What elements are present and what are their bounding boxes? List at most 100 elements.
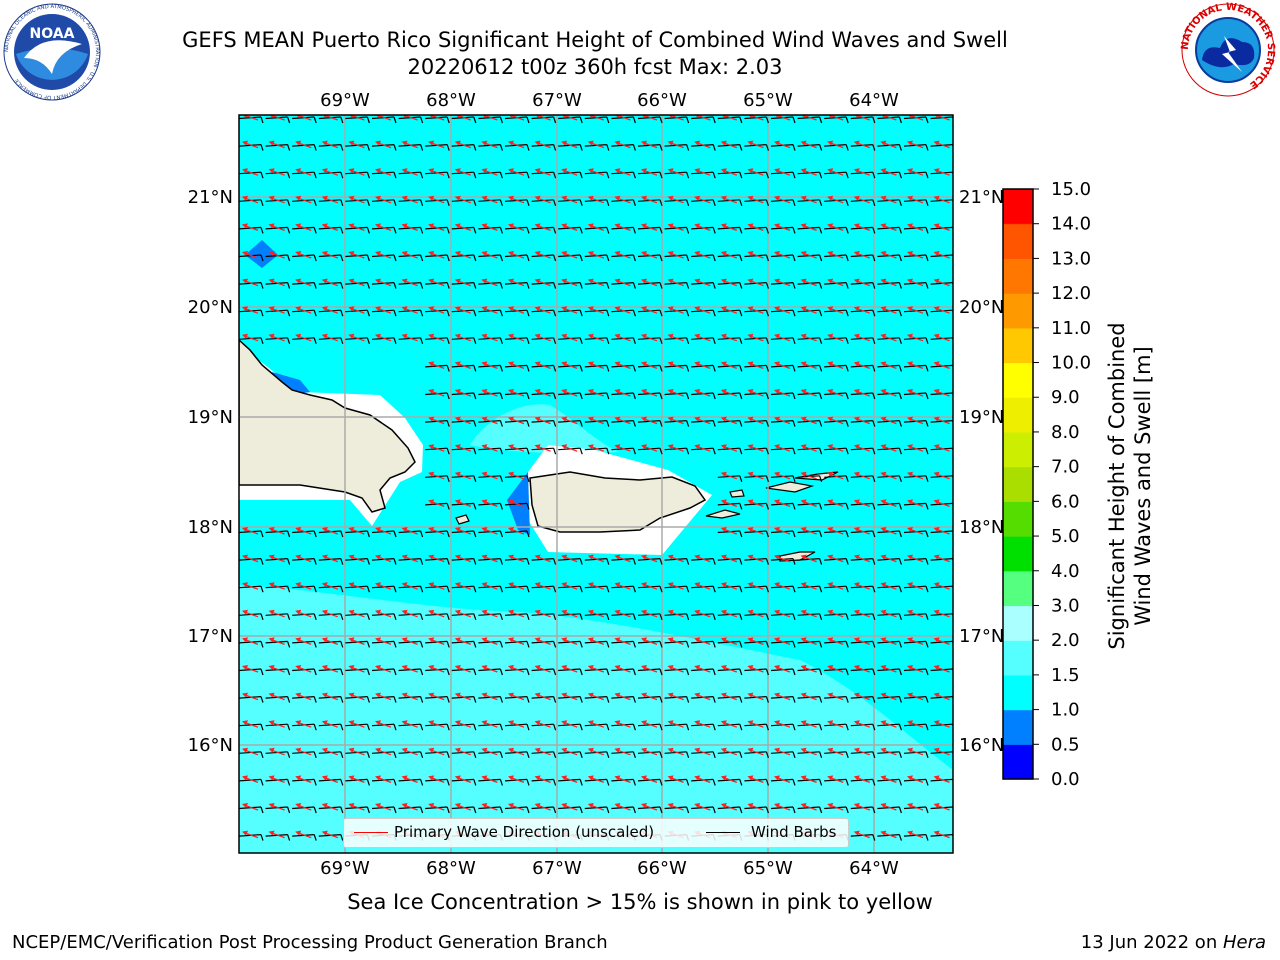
wind-barb-flag bbox=[420, 806, 424, 814]
wave-direction-arrowhead bbox=[694, 444, 701, 450]
wave-direction-arrowhead bbox=[667, 278, 674, 284]
wave-direction-arrowhead bbox=[348, 278, 355, 284]
colorbar-segment bbox=[1003, 744, 1033, 780]
wind-barb-flag bbox=[526, 337, 530, 344]
wave-direction-arrowhead bbox=[268, 140, 275, 146]
wind-barb-flag bbox=[659, 116, 663, 124]
wind-barb-flag bbox=[366, 310, 370, 317]
wind-barb-flag bbox=[739, 282, 743, 289]
wave-direction-arrowhead bbox=[880, 140, 887, 146]
wave-direction-arrowhead bbox=[401, 747, 408, 753]
wind-barb-flag bbox=[898, 199, 902, 206]
wave-height-1.5-2.0-region bbox=[239, 585, 953, 853]
wind-barb-flag bbox=[739, 420, 743, 427]
wind-barb-flag bbox=[366, 254, 370, 262]
wave-direction-arrowhead bbox=[587, 333, 594, 339]
wind-barb-flag bbox=[553, 806, 557, 814]
wave-direction-arrowhead bbox=[853, 471, 860, 477]
wind-barb-flag bbox=[712, 668, 716, 676]
wave-direction-arrowhead bbox=[242, 140, 248, 146]
wind-barb-flag bbox=[659, 586, 663, 593]
wave-direction-arrowhead bbox=[454, 195, 461, 201]
wind-barb-flag bbox=[260, 779, 264, 786]
wind-barb-flag bbox=[765, 475, 769, 482]
wave-direction-arrowhead bbox=[853, 361, 860, 367]
wind-barb-flag bbox=[579, 668, 583, 676]
wind-barb-flag bbox=[526, 144, 530, 151]
wind-barb-flag bbox=[420, 227, 424, 234]
wind-barb-flag bbox=[632, 751, 636, 758]
wave-direction-arrowhead bbox=[268, 609, 275, 615]
wind-barb-flag bbox=[872, 116, 876, 124]
wind-barb-flag bbox=[712, 448, 716, 455]
wind-barb-flag bbox=[553, 668, 557, 676]
wave-direction-arrowhead bbox=[641, 582, 647, 588]
wind-barb-flag bbox=[792, 199, 796, 206]
wave-direction-arrowhead bbox=[508, 471, 514, 477]
wave-direction-arrowhead bbox=[375, 609, 381, 615]
colorbar-segment bbox=[1003, 362, 1033, 398]
wind-barb-flag bbox=[632, 337, 636, 344]
wave-direction-arrowhead bbox=[534, 389, 541, 394]
wave-direction-arrowhead bbox=[694, 775, 701, 781]
wind-barb-flag bbox=[659, 337, 663, 344]
wave-direction-arrowhead bbox=[587, 278, 594, 284]
wave-direction-arrowhead bbox=[534, 775, 541, 781]
wind-barb-flag bbox=[446, 254, 450, 262]
wave-direction-arrowhead bbox=[720, 333, 727, 339]
wave-direction-arrowhead bbox=[720, 389, 727, 394]
wave-direction-arrowhead bbox=[641, 665, 647, 670]
wind-barb-flag bbox=[287, 668, 291, 676]
wave-direction-arrowhead bbox=[268, 747, 275, 753]
wind-barb-flag bbox=[686, 586, 690, 593]
latitude-label-left: 21°N bbox=[188, 187, 233, 208]
wave-direction-arrowhead bbox=[880, 720, 887, 726]
wind-barb-flag bbox=[659, 779, 663, 786]
wave-direction-arrowhead bbox=[428, 444, 435, 450]
wind-barb-flag bbox=[579, 310, 583, 317]
wave-direction-arrowhead bbox=[641, 637, 647, 643]
wind-barb-flag bbox=[632, 392, 636, 400]
wave-direction-arrowhead bbox=[907, 278, 913, 284]
wind-barb-flag bbox=[845, 613, 849, 620]
wave-direction-arrowhead bbox=[321, 195, 328, 201]
wind-barb-flag bbox=[446, 696, 450, 703]
wind-barb-flag bbox=[526, 806, 530, 814]
wave-direction-arrowhead bbox=[614, 251, 621, 256]
wind-barb-flag bbox=[792, 392, 796, 400]
wave-direction-arrowhead bbox=[268, 195, 275, 201]
wave-direction-arrowhead bbox=[242, 830, 248, 836]
wind-barb-flag bbox=[819, 779, 823, 786]
wind-barb-flag bbox=[473, 696, 477, 703]
wind-barb-flag bbox=[606, 365, 610, 372]
wind-barb-flag bbox=[606, 116, 610, 124]
wave-direction-arrowhead bbox=[641, 416, 647, 422]
wind-barb-flag bbox=[366, 227, 370, 234]
wave-direction-arrowhead bbox=[667, 582, 674, 588]
wave-direction-arrowhead bbox=[268, 665, 275, 670]
wave-direction-arrowhead bbox=[321, 720, 328, 726]
wave-direction-arrowhead bbox=[694, 389, 701, 394]
wave-direction-arrowhead bbox=[641, 692, 647, 698]
wave-direction-arrowhead bbox=[933, 251, 940, 256]
wave-direction-arrowhead bbox=[880, 223, 887, 229]
wave-direction-arrowhead bbox=[880, 830, 887, 836]
wave-direction-arrowhead bbox=[428, 416, 435, 422]
wave-direction-arrowhead bbox=[614, 389, 621, 394]
wave-direction-arrowhead bbox=[880, 389, 887, 394]
wave-direction-arrowhead bbox=[774, 554, 780, 560]
wind-barb-flag bbox=[340, 116, 344, 124]
wave-direction-arrowhead bbox=[454, 499, 461, 505]
wave-direction-arrowhead bbox=[561, 195, 568, 201]
wind-barb-flag bbox=[553, 116, 557, 124]
wind-barb-flag bbox=[579, 116, 583, 124]
wind-barb-flag bbox=[872, 310, 876, 317]
wind-barb-flag bbox=[898, 586, 902, 593]
wave-direction-arrowhead bbox=[321, 803, 328, 808]
wind-barb-flag bbox=[632, 696, 636, 703]
longitude-label-top: 67°W bbox=[532, 90, 582, 111]
wave-direction-arrowhead bbox=[295, 609, 302, 615]
wave-direction-arrowhead bbox=[907, 554, 913, 560]
wind-barb-flag bbox=[819, 365, 823, 372]
wind-barb-flag bbox=[499, 448, 503, 455]
